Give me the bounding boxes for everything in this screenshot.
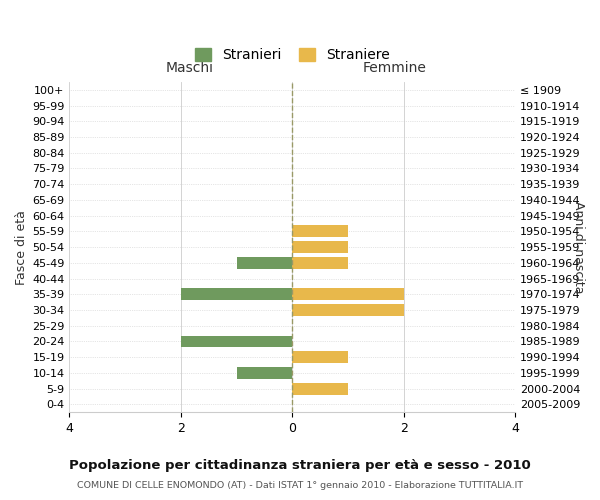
Bar [292,257,348,268]
Text: COMUNE DI CELLE ENOMONDO (AT) - Dati ISTAT 1° gennaio 2010 - Elaborazione TUTTIT: COMUNE DI CELLE ENOMONDO (AT) - Dati IST… [77,481,523,490]
Bar [236,367,292,379]
Bar [181,288,292,300]
Bar [292,304,404,316]
Y-axis label: Fasce di età: Fasce di età [15,210,28,284]
Bar [236,257,292,268]
Text: Maschi: Maschi [166,62,214,76]
Text: Popolazione per cittadinanza straniera per età e sesso - 2010: Popolazione per cittadinanza straniera p… [69,460,531,472]
Legend: Stranieri, Straniere: Stranieri, Straniere [189,42,395,68]
Bar [181,336,292,347]
Text: Femmine: Femmine [363,62,427,76]
Y-axis label: Anni di nascita: Anni di nascita [572,201,585,294]
Bar [292,288,404,300]
Bar [292,226,348,237]
Bar [292,352,348,363]
Bar [292,383,348,394]
Bar [292,241,348,253]
